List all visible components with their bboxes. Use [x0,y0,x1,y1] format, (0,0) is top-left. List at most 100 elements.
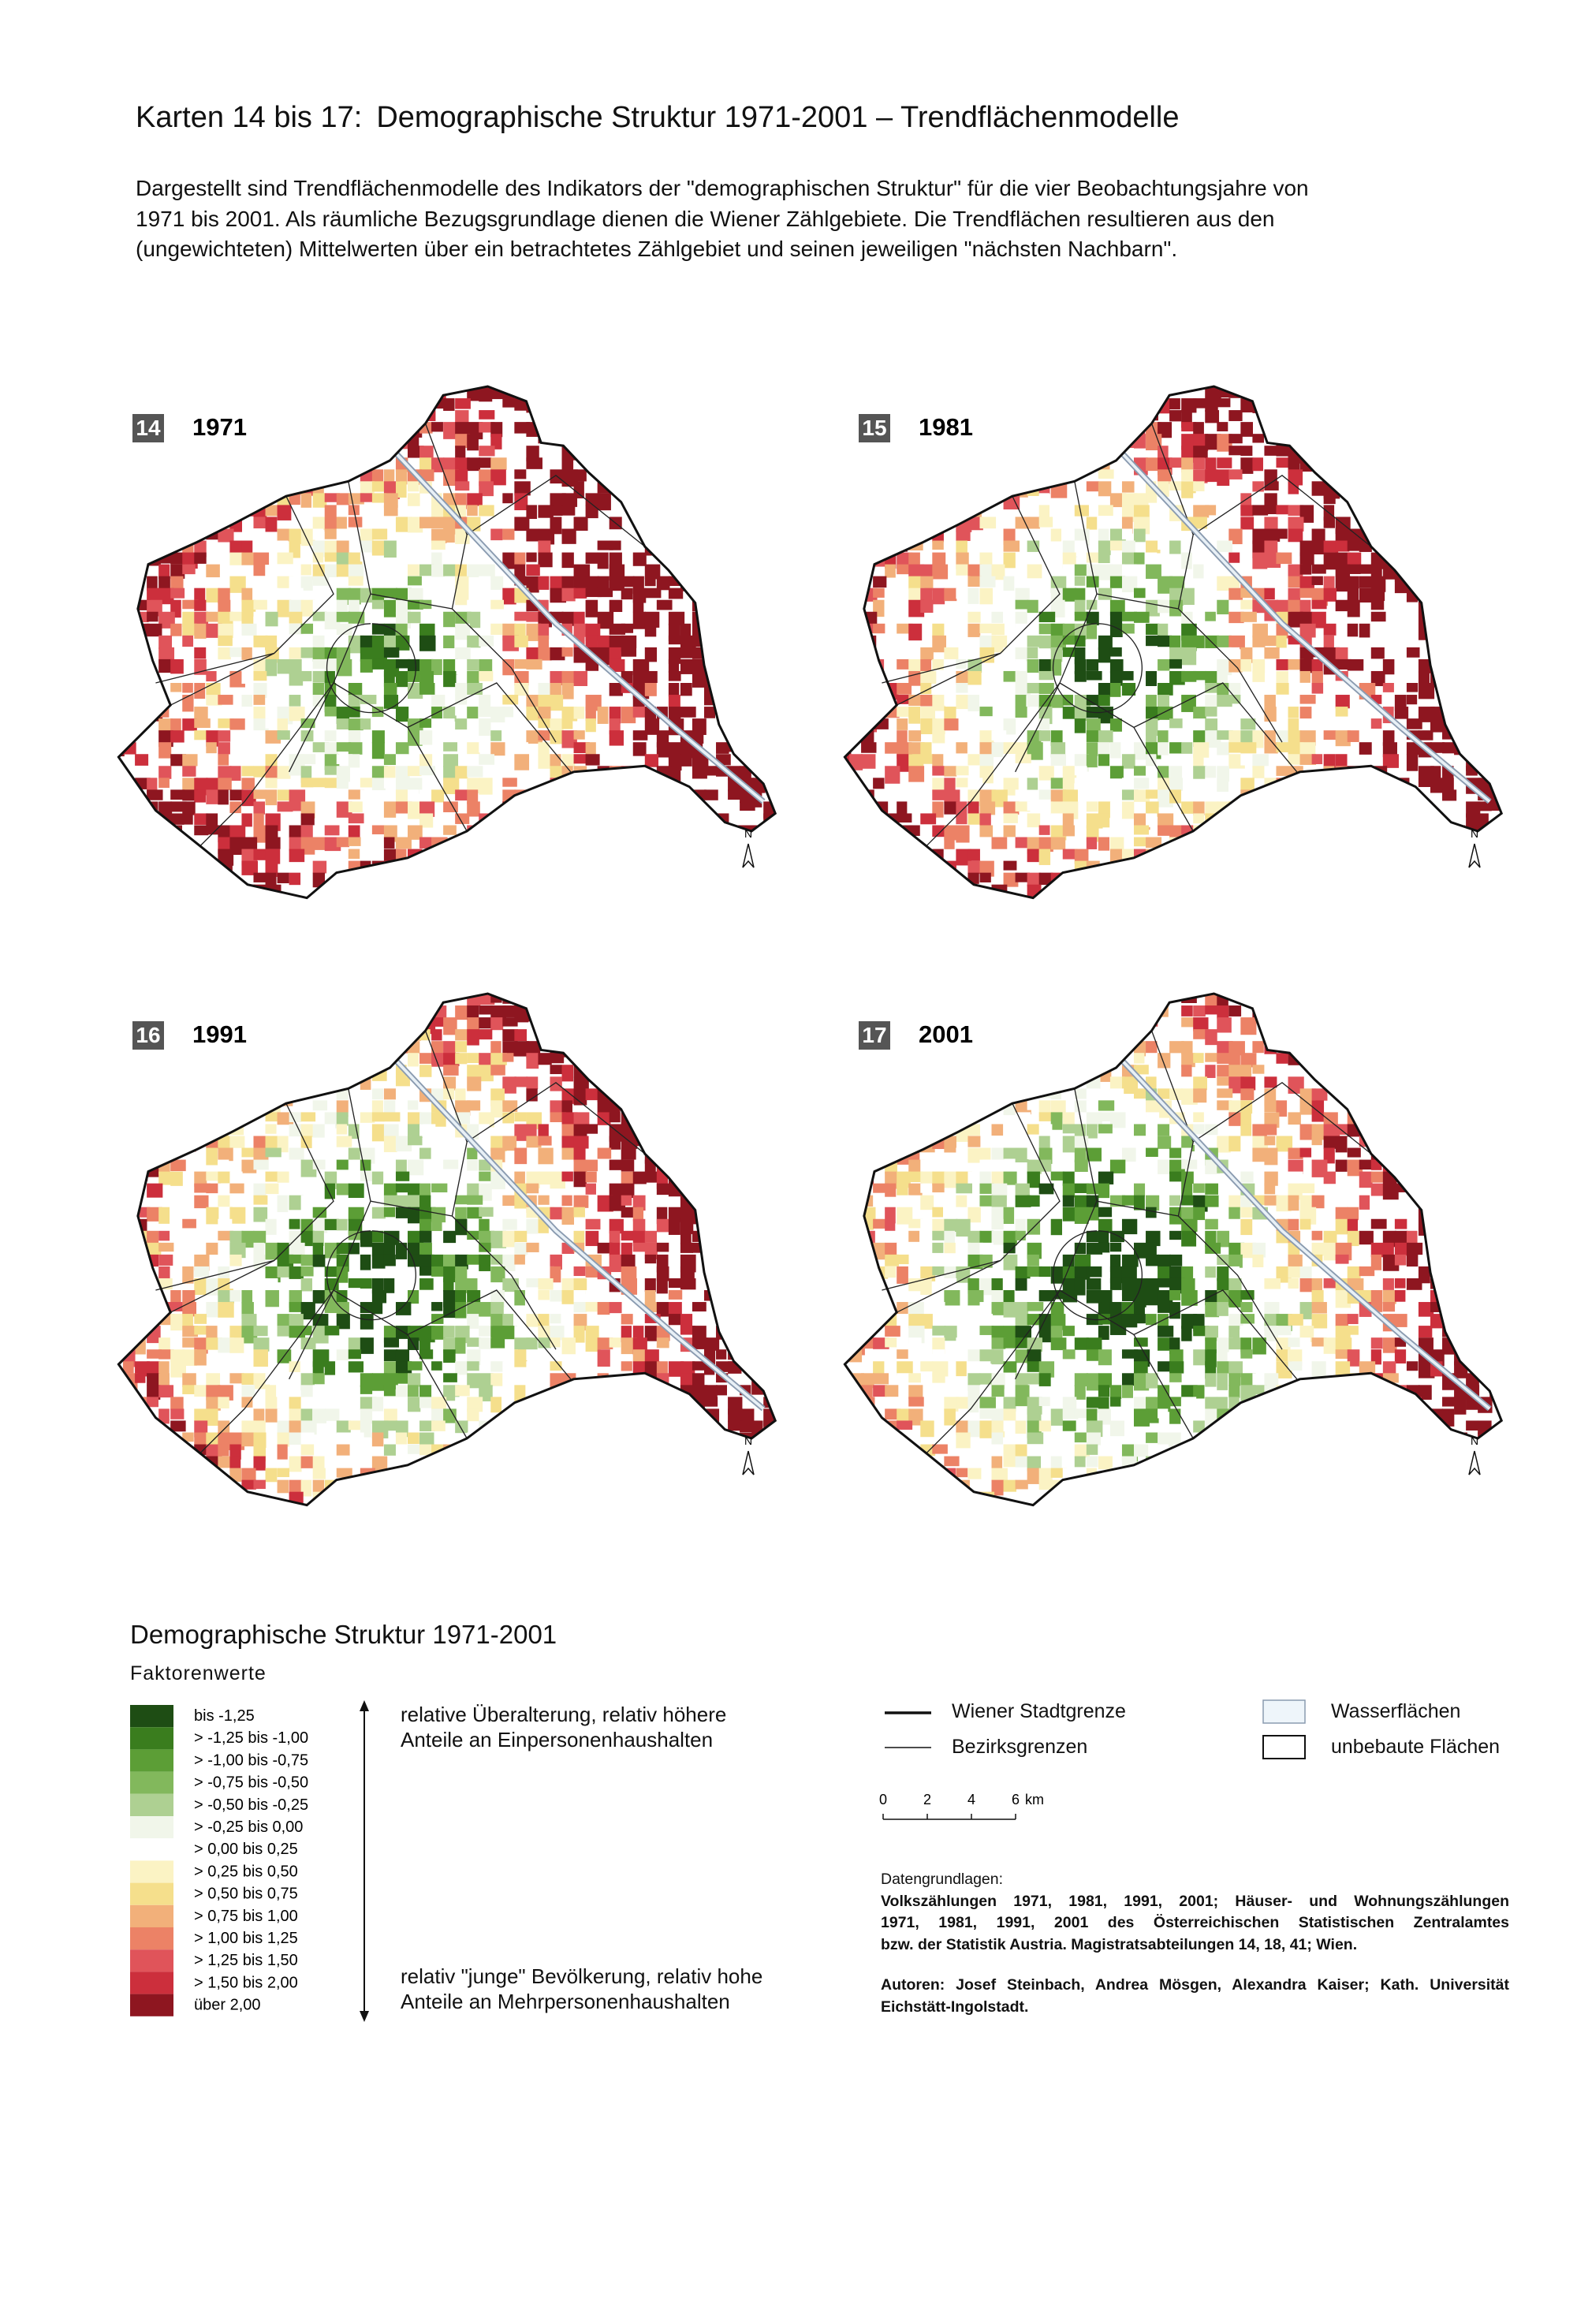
map-patch [967,896,981,898]
map-patch [716,825,729,839]
map-patch [873,1053,888,1069]
map-patch [1134,1124,1148,1136]
map-patch [1489,670,1502,683]
map-patch [692,469,705,487]
map-patch [849,623,862,640]
map-patch [956,576,971,591]
map-patch [312,647,329,662]
map-patch [897,730,908,744]
map-patch [716,505,731,520]
map-patch [573,517,588,532]
map-patch [348,457,364,473]
map-patch [1335,386,1347,397]
map-patch [360,398,372,408]
map-patch [1454,872,1465,886]
map-patch [419,1468,432,1485]
map-patch [206,1397,221,1411]
map-patch [1015,434,1031,445]
map-patch [408,1159,424,1176]
map-patch [561,1100,572,1113]
map-patch [1418,1065,1435,1083]
map-patch [849,469,862,481]
map-patch [147,872,158,886]
map-patch [1501,1029,1502,1042]
map-patch [123,1456,134,1472]
map-patch [118,1147,126,1162]
map-patch [1406,1076,1423,1091]
map-patch [1240,599,1256,610]
map-patch [147,1207,162,1222]
map-patch [644,505,656,517]
map-patch [490,1456,503,1467]
map-patch [1406,517,1422,532]
map-patch [490,1397,502,1413]
map-patch [1015,1065,1031,1080]
map-patch [849,540,865,554]
map-patch [383,1100,396,1116]
map-patch [383,1124,399,1140]
map-patch [194,1100,207,1116]
map-patch [1252,1065,1265,1074]
map-patch [956,766,969,776]
map-patch [170,1053,183,1069]
map-patch [383,599,400,617]
map-patch [1264,528,1281,542]
map-patch [668,1100,683,1111]
map-patch [844,789,850,807]
map-patch [849,1183,864,1193]
map-patch [1217,1100,1232,1110]
map-patch [218,994,229,1006]
map-patch [561,1337,576,1355]
map-patch [1098,1053,1114,1062]
map-patch [944,1053,957,1062]
map-patch [621,469,637,486]
map-patch [170,754,187,767]
map-patch [609,1444,621,1454]
map-patch [644,849,661,867]
map-patch [1489,837,1502,850]
map-patch [1501,434,1502,452]
map-patch [253,683,267,699]
map-patch [348,1242,360,1255]
map-patch [775,1479,776,1497]
map-patch [873,1100,888,1115]
map-patch [467,1373,479,1389]
map-patch [206,1302,222,1318]
map-patch [312,410,328,427]
map-patch [1454,457,1465,473]
map-patch [395,1207,411,1218]
map-patch [885,872,901,889]
map-patch [158,1065,173,1075]
map-patch [1240,730,1255,746]
map-patch [1311,1029,1324,1043]
map-patch [1489,695,1502,710]
map-patch [609,1242,621,1256]
map-patch [873,1065,884,1076]
map-patch [300,813,315,826]
map-patch [573,1397,588,1409]
map-number-badge [132,1021,164,1050]
map-patch [621,707,636,724]
map-patch [1264,588,1275,600]
map-patch [728,1491,743,1505]
map-patch [1038,1005,1049,1020]
map-patch [360,1017,375,1031]
map-patch [1062,1207,1079,1222]
map-patch [849,1029,860,1042]
map-patch [147,1183,163,1198]
map-patch [644,422,662,439]
map-patch [1217,457,1232,468]
map-patch [1193,635,1205,648]
map-patch [1038,505,1050,520]
map-patch [1217,1136,1231,1153]
map-patch [218,1136,233,1150]
map-patch [455,1100,471,1116]
map-patch [897,1076,909,1094]
map-patch [740,1124,754,1137]
map-patch [573,611,585,628]
map-patch [1098,1124,1113,1134]
map-patch [265,707,281,716]
map-patch [1454,1029,1468,1046]
map-patch [751,896,768,898]
map-patch [1288,825,1300,834]
